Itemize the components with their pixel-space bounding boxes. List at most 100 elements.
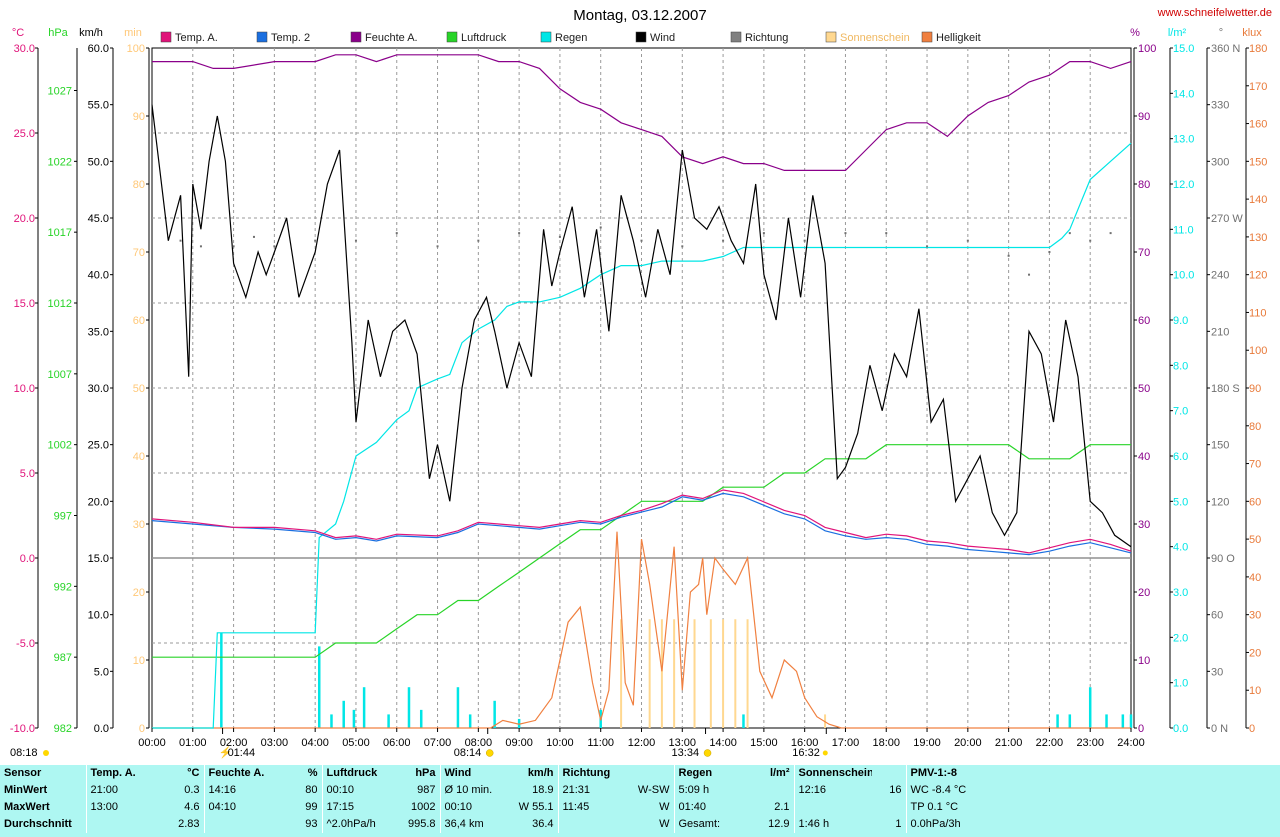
stats-header-cell: Feuchte A. <box>208 767 265 779</box>
stats-cell: 11:45 <box>562 801 590 813</box>
direction-point <box>232 245 235 248</box>
tick-label-rain: 1.0 <box>1173 678 1188 690</box>
stats-cell: 1:46 h <box>798 818 830 830</box>
stats-cell <box>746 782 795 799</box>
legend-swatch <box>160 31 172 43</box>
stats-cell: 36,4 km <box>444 818 484 830</box>
stats-header-cell: Wind <box>444 767 472 779</box>
tick-label-wind: 5.0 <box>94 666 109 678</box>
tick-label-pressure: 1027 <box>48 86 72 98</box>
x-tick-label: 18:00 <box>872 737 900 749</box>
tick-label-humidity: 60 <box>1138 315 1150 327</box>
stats-cell: MaxWert <box>0 799 87 816</box>
stats-header-cell: Temp. A. <box>90 767 136 779</box>
x-tick-label: 07:00 <box>424 737 452 749</box>
x-tick-label: 14:00 <box>709 737 737 749</box>
unit-light: klux <box>1242 27 1262 39</box>
legend-swatch <box>730 31 742 43</box>
stats-cell: 4.6 <box>166 799 205 816</box>
tick-label-temp: 20.0 <box>14 213 35 225</box>
legend-swatch <box>350 31 362 43</box>
tick-label-temp: 10.0 <box>14 383 35 395</box>
direction-point <box>926 245 929 248</box>
tick-label-wind: 10.0 <box>88 610 109 622</box>
tick-label-minutes: 10 <box>133 655 145 667</box>
stats-header-cell: Richtung <box>562 767 611 779</box>
tick-label-pressure: 1022 <box>48 156 72 168</box>
legend-label: Luftdruck <box>461 32 507 44</box>
sun-icon <box>485 749 494 757</box>
direction-point <box>681 245 684 248</box>
stats-cell: 01:40 <box>678 801 707 813</box>
legend-swatch <box>921 31 933 43</box>
tick-label-humidity: 10 <box>1138 655 1150 667</box>
series-line-wind <box>151 104 1132 548</box>
stats-header-cell: Regen <box>678 767 713 779</box>
tick-label-rain: 6.0 <box>1173 451 1188 463</box>
plot-area <box>151 54 1133 729</box>
direction-point <box>314 239 317 242</box>
legend-label: Richtung <box>745 32 788 44</box>
stats-header-cell: l/m² <box>746 765 795 782</box>
tick-label-pressure: 1002 <box>48 440 72 452</box>
tick-label-humidity: 0 <box>1138 723 1144 735</box>
stats-cell: 00:10 <box>326 784 355 796</box>
sun-marker-time: 08:14 <box>454 747 482 759</box>
sun-icon <box>43 750 49 756</box>
stats-header-cell: Sonnenschein min <box>798 767 873 779</box>
tick-label-direction: 90 O <box>1211 553 1235 565</box>
tick-label-wind: 25.0 <box>88 440 109 452</box>
unit-wind: km/h <box>79 27 103 39</box>
direction-point <box>518 232 521 235</box>
tick-label-wind: 35.0 <box>88 326 109 338</box>
tick-label-light: 160 <box>1249 119 1267 131</box>
stats-cell: 18.9 <box>512 782 559 799</box>
tick-label-temp: 30.0 <box>14 43 35 55</box>
tick-label-rain: 15.0 <box>1173 43 1194 55</box>
legend-label: Regen <box>555 32 587 44</box>
unit-humidity: % <box>1130 27 1140 39</box>
tick-label-direction: 0 N <box>1211 723 1228 735</box>
unit-direction: ° <box>1219 27 1223 39</box>
stats-header-cell: % <box>284 765 323 782</box>
tick-label-rain: 8.0 <box>1173 360 1188 372</box>
sun-icon <box>703 749 712 757</box>
tick-label-direction: 210 <box>1211 326 1229 338</box>
direction-point <box>640 239 643 242</box>
lightning-time: 01:44 <box>228 747 256 759</box>
sun-marker-time: 13:34 <box>672 747 700 759</box>
site-url[interactable]: www.schneifelwetter.de <box>1157 7 1272 19</box>
tick-label-rain: 3.0 <box>1173 587 1188 599</box>
x-tick-label: 10:00 <box>546 737 574 749</box>
tick-label-rain: 11.0 <box>1173 224 1194 236</box>
x-tick-label: 17:00 <box>832 737 860 749</box>
direction-point <box>477 239 480 242</box>
tick-label-pressure: 992 <box>54 581 72 593</box>
tick-label-direction: 60 <box>1211 610 1223 622</box>
tick-label-direction: 150 <box>1211 440 1229 452</box>
tick-label-minutes: 20 <box>133 587 145 599</box>
tick-label-light: 110 <box>1249 307 1267 319</box>
tick-label-humidity: 80 <box>1138 179 1150 191</box>
tick-label-pressure: 1007 <box>48 369 72 381</box>
tick-label-humidity: 50 <box>1138 383 1150 395</box>
stats-cell: 987 <box>402 782 441 799</box>
tick-label-light: 130 <box>1249 232 1267 244</box>
tick-label-pressure: 1012 <box>48 298 72 310</box>
unit-minutes: min <box>124 27 142 39</box>
stats-cell: 93 <box>284 816 323 833</box>
tick-label-light: 60 <box>1249 496 1261 508</box>
legend: Temp. A. Temp. 2 Feuchte A. Luftdruck Regen W… <box>160 31 981 44</box>
stats-cell: 17:15 <box>326 801 355 813</box>
chart-title: Montag, 03.12.2007 <box>573 7 706 24</box>
unit-temp: °C <box>12 27 24 39</box>
tick-label-humidity: 30 <box>1138 519 1150 531</box>
tick-label-rain: 9.0 <box>1173 315 1188 327</box>
tick-label-minutes: 90 <box>133 111 145 123</box>
tick-label-light: 180 <box>1249 43 1267 55</box>
tick-label-humidity: 40 <box>1138 451 1150 463</box>
stats-cell: W <box>628 799 675 816</box>
stats-cell: 0.0hPa/3h <box>910 818 961 830</box>
stats-cell: MinWert <box>0 782 87 799</box>
stats-cell: 12.9 <box>746 816 795 833</box>
